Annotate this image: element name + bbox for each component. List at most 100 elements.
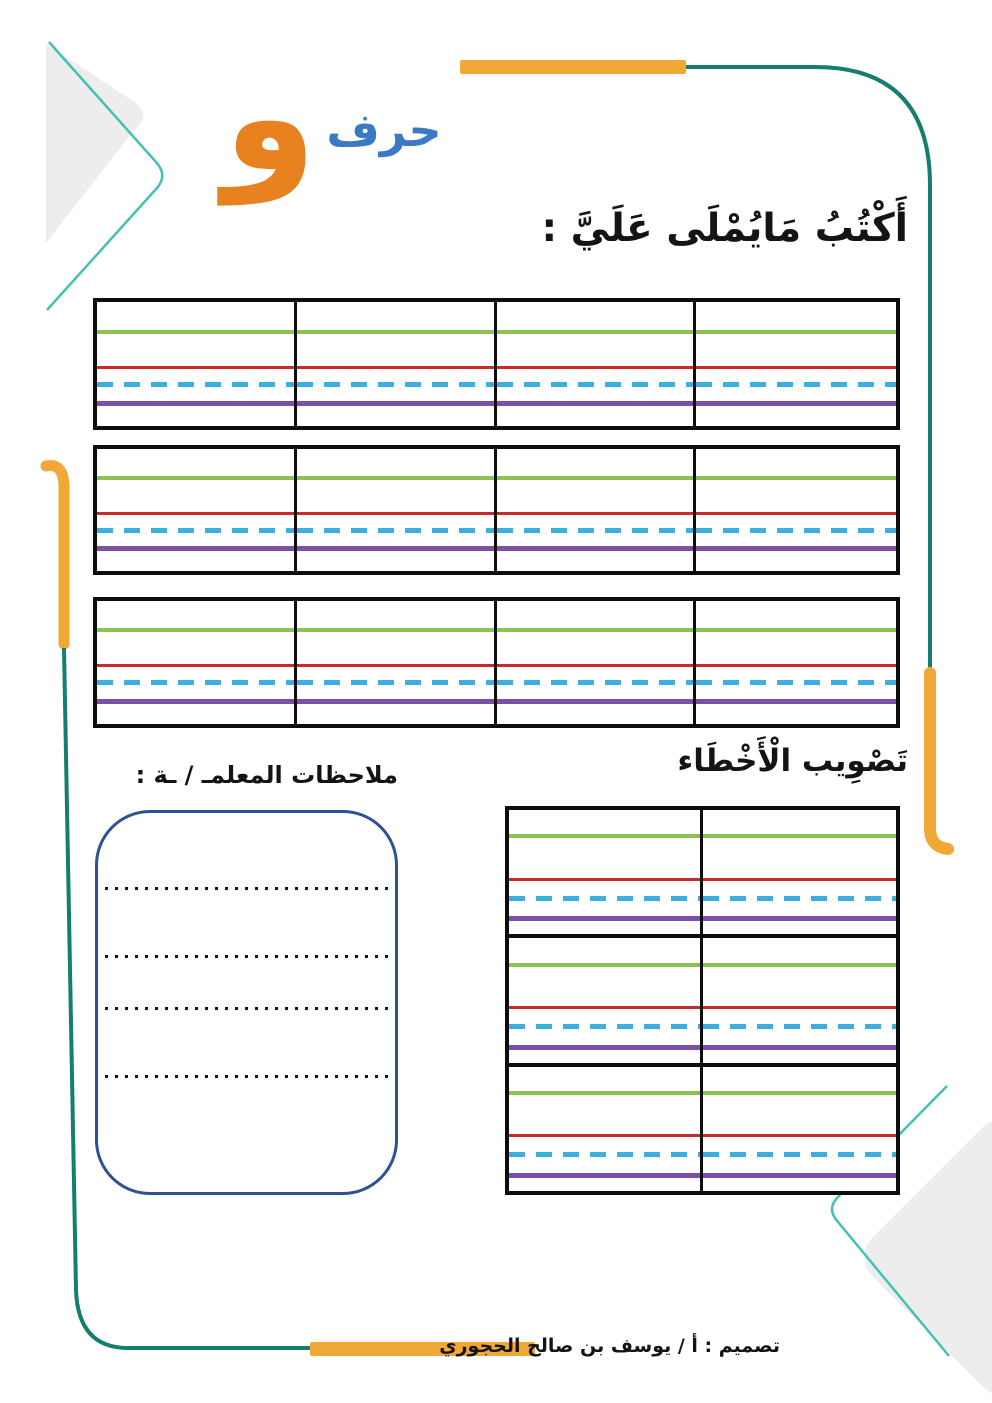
writing-cell xyxy=(696,449,896,571)
ruled-line-red xyxy=(296,365,494,369)
ruled-line-red xyxy=(296,664,494,668)
ruled-line-dashed xyxy=(702,895,896,901)
ruled-line-green xyxy=(509,834,700,839)
corner-teal-chevron-line-top-left xyxy=(46,41,164,311)
ruled-line-dashed xyxy=(296,527,494,533)
ruled-line-dashed xyxy=(97,527,294,533)
ruled-line-purple xyxy=(702,1044,896,1050)
corner-gray-chevron-top-left xyxy=(46,44,144,243)
dictation-table-3 xyxy=(93,597,900,728)
ruled-line-green xyxy=(496,329,694,334)
ruled-line-red xyxy=(509,1134,700,1138)
writing-cell xyxy=(97,302,297,426)
ruled-line-green xyxy=(496,476,694,481)
ruled-line-red xyxy=(696,365,896,369)
notes-dotted-line xyxy=(105,1007,388,1010)
ruled-line-purple xyxy=(97,698,294,704)
writing-cell xyxy=(296,302,497,426)
ruled-line-red xyxy=(97,511,294,515)
writing-cell xyxy=(97,601,297,724)
ruled-line-purple xyxy=(496,698,694,704)
ruled-line-red xyxy=(696,511,896,515)
target-letter: و xyxy=(223,31,317,205)
writing-cell xyxy=(702,938,896,1067)
ruled-line-purple xyxy=(509,916,700,922)
ruled-line-dashed xyxy=(696,382,896,388)
correction-table xyxy=(505,806,900,1195)
ruled-line-red xyxy=(509,877,700,881)
ruled-line-green xyxy=(496,628,694,633)
ruled-line-purple xyxy=(696,545,896,551)
ruled-line-green xyxy=(702,1090,896,1095)
teacher-notes-label: ملاحظات المعلمـ / ـة : xyxy=(135,761,398,789)
ruled-line-purple xyxy=(496,400,694,406)
ruled-line-purple xyxy=(702,916,896,922)
writing-cell xyxy=(696,601,896,724)
ruled-line-red xyxy=(496,365,694,369)
ruled-line-dashed xyxy=(296,382,494,388)
ruled-line-green xyxy=(97,628,294,633)
ruled-line-dashed xyxy=(97,680,294,686)
ruled-line-red xyxy=(97,365,294,369)
orange-bar-top-right xyxy=(460,60,686,74)
ruled-line-dashed xyxy=(496,527,694,533)
dictation-table-2 xyxy=(93,445,900,575)
footer-credit: تصميم : أ / يوسف بن صالح الحجوري xyxy=(439,1335,780,1357)
ruled-line-red xyxy=(509,1006,700,1010)
ruled-line-red xyxy=(296,511,494,515)
ruled-line-dashed xyxy=(509,1024,700,1030)
notes-dotted-line xyxy=(105,887,388,890)
ruled-line-green xyxy=(696,329,896,334)
ruled-line-green xyxy=(296,628,494,633)
ruled-line-dashed xyxy=(696,527,896,533)
ruled-line-red xyxy=(702,1006,896,1010)
writing-cell xyxy=(496,302,697,426)
ruled-line-purple xyxy=(296,400,494,406)
ruled-line-red xyxy=(702,877,896,881)
ruled-line-dashed xyxy=(702,1152,896,1158)
writing-cell xyxy=(509,1066,703,1191)
ruled-line-dashed xyxy=(97,382,294,388)
ruled-line-green xyxy=(97,476,294,481)
ruled-line-red xyxy=(496,664,694,668)
ruled-line-red xyxy=(97,664,294,668)
ruled-line-dashed xyxy=(496,680,694,686)
ruled-line-green xyxy=(509,962,700,967)
writing-cell xyxy=(702,1067,896,1191)
ruled-line-purple xyxy=(296,545,494,551)
writing-cell xyxy=(509,810,703,939)
writing-cell xyxy=(509,938,703,1067)
ruled-line-green xyxy=(696,628,896,633)
ruled-line-green xyxy=(509,1090,700,1095)
ruled-line-green xyxy=(696,476,896,481)
ruled-line-dashed xyxy=(696,680,896,686)
ruled-line-purple xyxy=(509,1172,700,1178)
orange-border-right xyxy=(924,667,954,855)
ruled-line-purple xyxy=(702,1172,896,1178)
ruled-line-dashed xyxy=(509,1152,700,1158)
ruled-line-green xyxy=(702,834,896,839)
correction-section-title: تَصْوِيب الْأَخْطَاء xyxy=(677,743,908,779)
orange-border-left xyxy=(40,460,70,650)
ruled-line-purple xyxy=(296,698,494,704)
ruled-line-red xyxy=(696,664,896,668)
ruled-line-green xyxy=(97,329,294,334)
teacher-notes-box xyxy=(95,810,398,1195)
writing-cell xyxy=(296,449,497,571)
letter-word-label: حرف xyxy=(326,103,442,157)
ruled-line-red xyxy=(496,511,694,515)
ruled-line-purple xyxy=(696,698,896,704)
ruled-line-green xyxy=(296,329,494,334)
ruled-line-red xyxy=(702,1134,896,1138)
ruled-line-purple xyxy=(97,400,294,406)
ruled-line-dashed xyxy=(496,382,694,388)
ruled-line-green xyxy=(702,962,896,967)
dictation-table-1 xyxy=(93,298,900,430)
notes-dotted-line xyxy=(105,955,388,958)
writing-cell xyxy=(97,449,297,571)
notes-dotted-line xyxy=(105,1075,388,1078)
writing-cell xyxy=(496,601,697,724)
ruled-line-dashed xyxy=(509,895,700,901)
ruled-line-purple xyxy=(97,545,294,551)
